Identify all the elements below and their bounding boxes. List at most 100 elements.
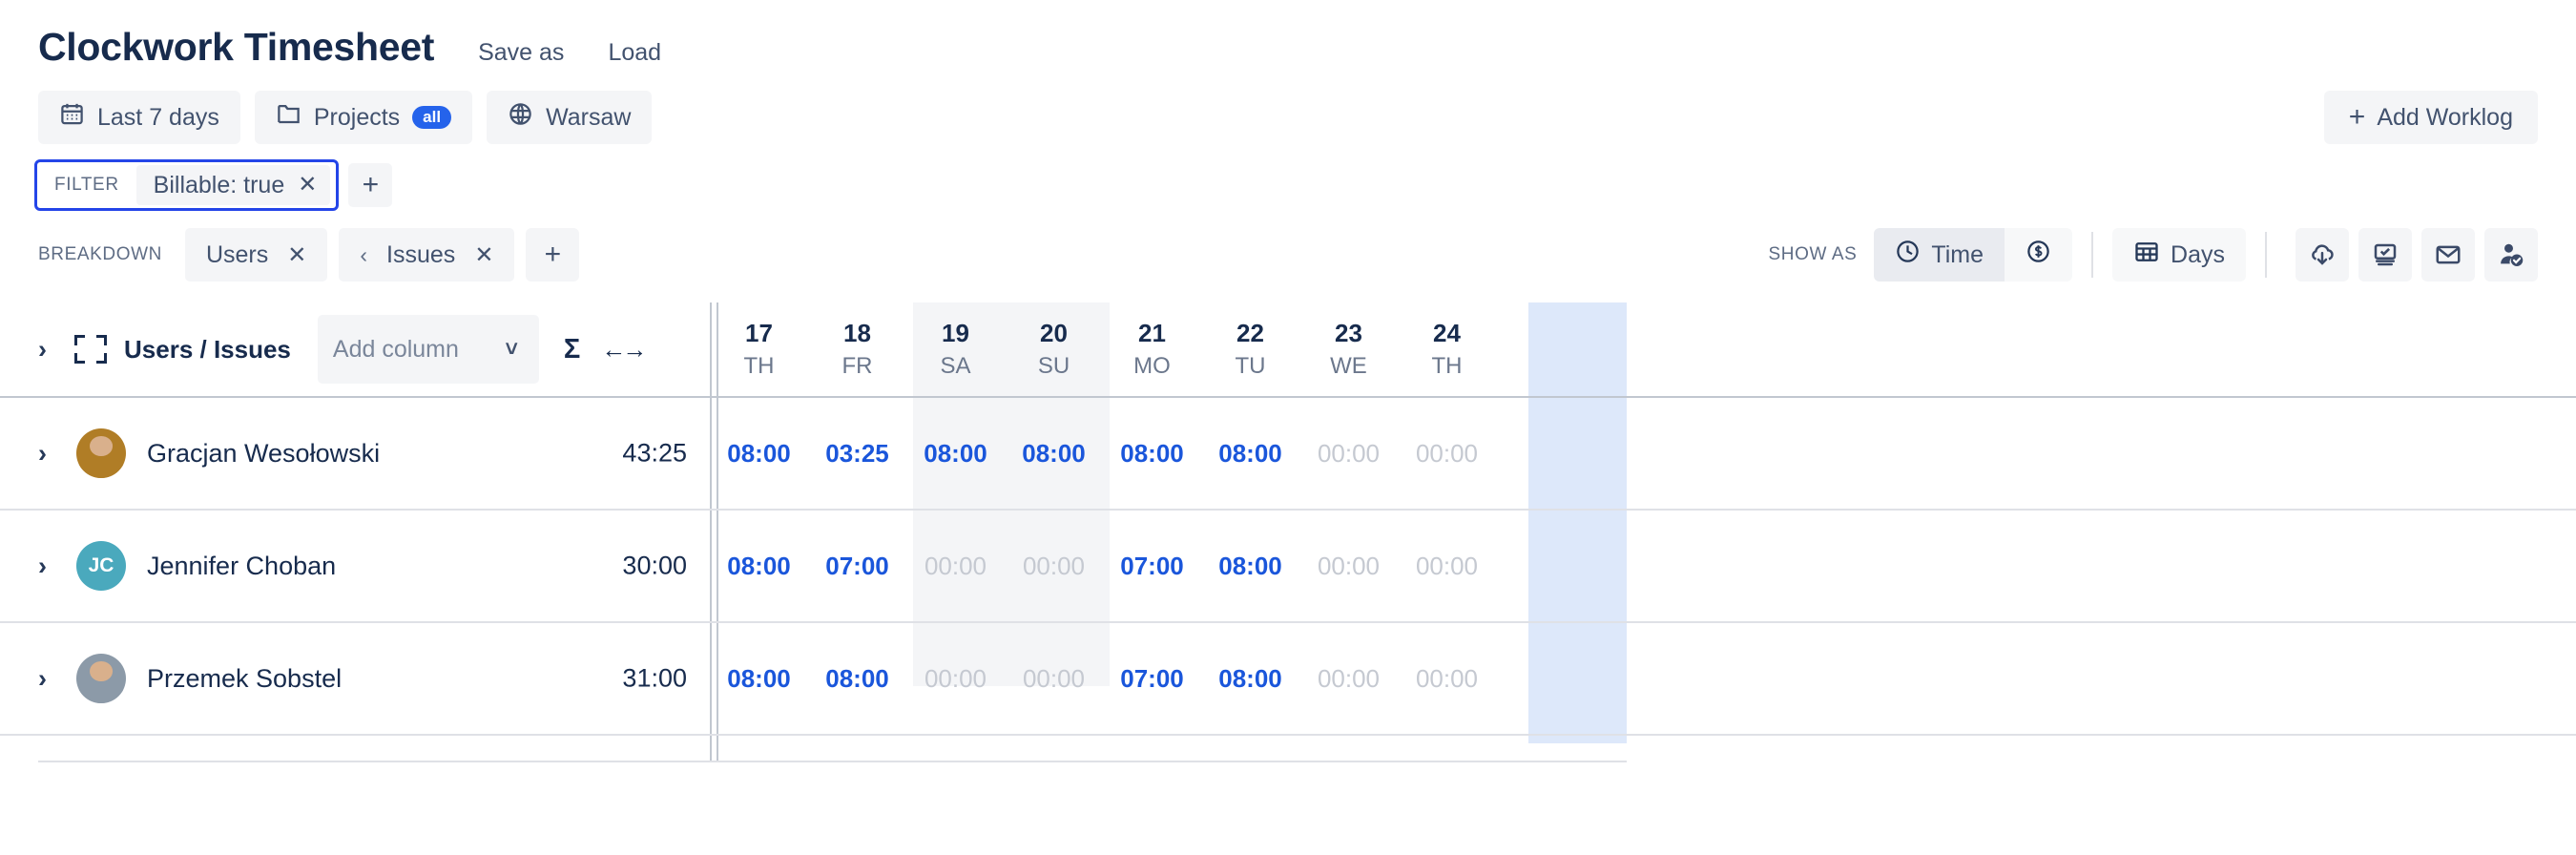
save-as-link[interactable]: Save as	[478, 39, 565, 66]
day-number: 23	[1335, 319, 1362, 347]
add-filter-button[interactable]: +	[348, 163, 393, 207]
time-cell[interactable]: 08:00	[1201, 623, 1299, 734]
avatar[interactable]	[76, 654, 126, 703]
approvals-icon[interactable]	[2358, 228, 2412, 282]
time-value: 00:00	[1317, 438, 1381, 468]
day-of-week: TH	[1431, 353, 1463, 379]
row-expand-chevron-icon[interactable]: ›	[38, 438, 47, 468]
filters-toolbar: Last 7 days Projects all Warsaw + Add Wo…	[0, 70, 2576, 144]
time-cell[interactable]: 00:00	[1398, 398, 1496, 509]
time-cell[interactable]: 07:00	[1103, 623, 1201, 734]
user-approve-icon[interactable]	[2484, 228, 2538, 282]
filter-field[interactable]: FILTER Billable: true ✕	[34, 159, 340, 211]
time-cell[interactable]: 08:00	[808, 623, 906, 734]
day-of-week: SU	[1037, 353, 1070, 379]
time-cell[interactable]: 08:00	[710, 511, 808, 621]
time-cell[interactable]: 00:00	[1299, 511, 1398, 621]
show-as-money-button[interactable]	[2005, 228, 2073, 282]
grid-divider	[710, 302, 712, 761]
day-number: 24	[1433, 319, 1461, 347]
breakdown-chip-issues[interactable]: ‹ Issues ✕	[339, 228, 515, 282]
show-as-days-button[interactable]: Days	[2112, 228, 2246, 282]
day-header-17[interactable]: 17 TH	[710, 302, 808, 396]
time-value: 08:00	[727, 663, 791, 693]
time-cell[interactable]: 00:00	[1299, 623, 1398, 734]
table-row[interactable]: › Gracjan Wesołowski 43:25 08:00 03:25 08:00 0…	[0, 398, 2576, 511]
row-name-cell: › JC Jennifer Choban 30:00	[0, 511, 710, 621]
fullscreen-icon[interactable]	[74, 335, 107, 364]
time-cell[interactable]: 03:25	[808, 398, 906, 509]
avatar[interactable]	[76, 428, 126, 478]
day-of-week: TU	[1235, 353, 1266, 379]
chevron-left-icon[interactable]: ‹	[360, 241, 368, 267]
table-header-title: Users / Issues	[124, 334, 291, 364]
table-row[interactable]: › JC Jennifer Choban 30:00 08:00 07:00 00:00 00…	[0, 511, 2576, 623]
avatar[interactable]: JC	[76, 541, 126, 591]
time-cell[interactable]: 08:00	[1103, 398, 1201, 509]
email-icon[interactable]	[2421, 228, 2475, 282]
time-cell[interactable]: 08:00	[710, 398, 808, 509]
day-header-21[interactable]: 21 MO	[1103, 302, 1201, 396]
time-cell[interactable]: 07:00	[808, 511, 906, 621]
timezone-button[interactable]: Warsaw	[487, 91, 653, 144]
projects-button[interactable]: Projects all	[254, 91, 473, 144]
time-cell[interactable]: 07:00	[1103, 511, 1201, 621]
load-link[interactable]: Load	[608, 39, 662, 66]
dollar-icon	[2025, 239, 2051, 271]
day-header-22[interactable]: 22 TU	[1201, 302, 1299, 396]
user-name: Gracjan Wesołowski	[147, 438, 381, 468]
row-expand-chevron-icon[interactable]: ›	[38, 551, 47, 580]
show-as-time-button[interactable]: Time	[1874, 228, 2005, 282]
day-header-20[interactable]: 20 SU	[1005, 302, 1103, 396]
day-header-19[interactable]: 19 SA	[906, 302, 1005, 396]
expand-all-chevron-icon[interactable]: ›	[38, 334, 47, 364]
show-as-time-label: Time	[1931, 240, 1984, 268]
time-value: 00:00	[1317, 551, 1381, 580]
time-cell[interactable]: 00:00	[1005, 623, 1103, 734]
calendar-icon	[59, 101, 85, 134]
time-value: 00:00	[1022, 663, 1086, 693]
time-cell[interactable]: 00:00	[906, 623, 1005, 734]
time-cell[interactable]: 00:00	[1398, 511, 1496, 621]
close-icon[interactable]: ✕	[474, 241, 494, 268]
close-icon[interactable]: ✕	[287, 241, 307, 268]
sum-toggle-icon[interactable]: Σ	[563, 333, 581, 365]
time-value: 08:00	[825, 663, 889, 693]
add-column-select[interactable]: Add column ˅	[317, 315, 539, 384]
resize-columns-icon[interactable]: ←→	[601, 334, 647, 364]
time-cell[interactable]: 00:00	[1299, 398, 1398, 509]
time-cell[interactable]: 08:00	[1005, 398, 1103, 509]
breakdown-chip-issues-label: Issues	[386, 240, 456, 268]
time-value: 00:00	[924, 663, 987, 693]
row-total: 43:25	[622, 438, 687, 468]
date-range-button[interactable]: Last 7 days	[38, 91, 240, 144]
time-value: 08:00	[1218, 663, 1282, 693]
page-header: Clockwork Timesheet Save as Load	[0, 0, 2576, 70]
timesheet-table: › Users / Issues Add column ˅ Σ ←→ 17 TH 1…	[0, 302, 2576, 762]
time-value: 00:00	[1317, 663, 1381, 693]
day-header-18[interactable]: 18 FR	[808, 302, 906, 396]
time-cell[interactable]: 00:00	[1005, 511, 1103, 621]
add-breakdown-button[interactable]: +	[526, 228, 580, 282]
add-worklog-button[interactable]: + Add Worklog	[2323, 91, 2538, 144]
show-as-segmented: Time	[1874, 228, 2073, 282]
time-cell[interactable]: 08:00	[710, 623, 808, 734]
day-header-24[interactable]: 24 TH	[1398, 302, 1496, 396]
table-row[interactable]: › Przemek Sobstel 31:00 08:00 08:00 00:00 00:0…	[0, 623, 2576, 736]
time-cell[interactable]: 00:00	[906, 511, 1005, 621]
breakdown-chip-users[interactable]: Users ✕	[184, 228, 328, 282]
time-value: 08:00	[727, 438, 791, 468]
time-value: 07:00	[1120, 551, 1184, 580]
filter-chip-billable[interactable]: Billable: true ✕	[135, 165, 331, 205]
day-header-23[interactable]: 23 WE	[1299, 302, 1398, 396]
today-column-highlight	[1528, 302, 1627, 743]
export-icon[interactable]	[2296, 228, 2349, 282]
globe-icon	[508, 101, 533, 134]
divider	[2091, 232, 2094, 278]
time-cell[interactable]: 08:00	[1201, 511, 1299, 621]
row-expand-chevron-icon[interactable]: ›	[38, 663, 47, 693]
time-cell[interactable]: 00:00	[1398, 623, 1496, 734]
time-cell[interactable]: 08:00	[906, 398, 1005, 509]
close-icon[interactable]: ✕	[298, 172, 318, 198]
time-cell[interactable]: 08:00	[1201, 398, 1299, 509]
